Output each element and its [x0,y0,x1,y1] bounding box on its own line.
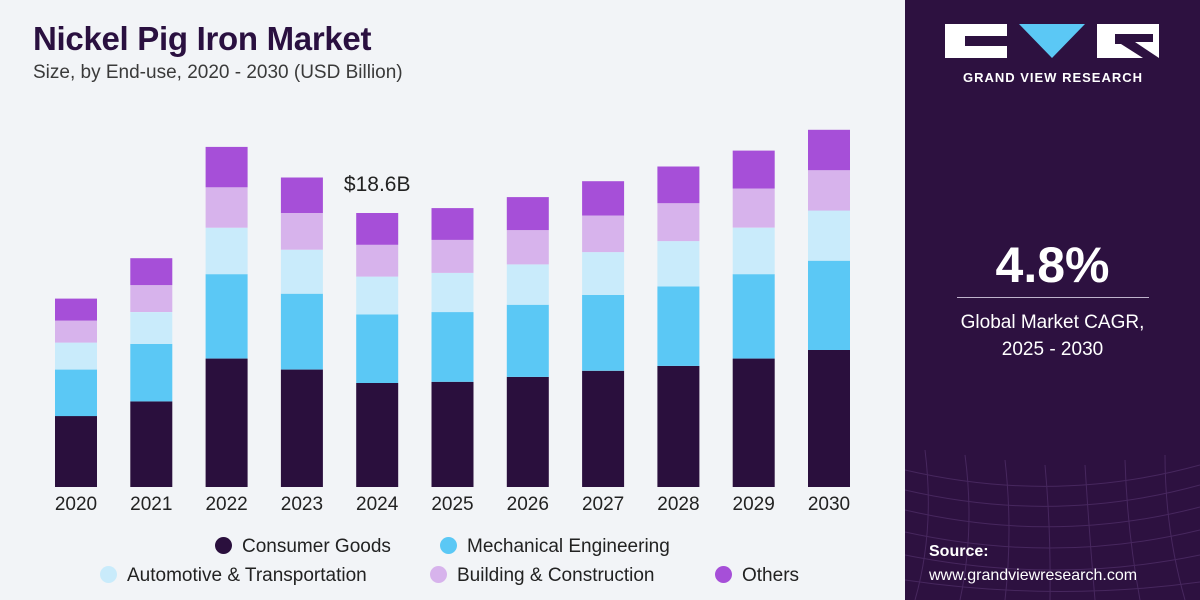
stacked-bar-chart: 2020 2021 2022 2023 2024 2025 2026 2027 2028 2029… [55,129,850,515]
bar-segment-2029-automotive-transportation [732,227,775,275]
source-label: Source: [929,543,989,560]
x-tick-label: 2023 [281,494,323,515]
bar-segment-2024-building-construction [356,244,399,277]
grid-pattern-decoration [905,449,1200,600]
bar-segment-2020-automotive-transportation [55,342,97,370]
brand-name: GRAND VIEW RESEARCH [962,70,1144,85]
x-tick-label: 2021 [130,494,172,515]
bar-segment-2026-others [506,197,549,231]
cagr-value: 4.8% [995,237,1110,293]
bar-segment-2025-building-construction [431,239,474,273]
bar-segment-2028-automotive-transportation [657,241,700,287]
bar-segment-2029-others [732,150,775,189]
bar-segment-2026-consumer-goods [506,376,549,487]
bar-segment-2023-automotive-transportation [280,249,323,294]
chart-subtitle: Size, by End-use, 2020 - 2030 (USD Billi… [33,62,403,83]
bar-segment-2026-automotive-transportation [506,264,549,305]
x-tick-label: 2024 [356,494,399,515]
bar-segment-2027-automotive-transportation [582,252,625,295]
legend-item-others: Others [715,565,799,587]
bar-segment-2025-mechanical-engineering [431,312,474,382]
legend-label: Building & Construction [457,565,655,586]
bar-segment-2027-building-construction [582,215,625,253]
bar-segment-2023-others [280,177,323,213]
bar-segment-2021-automotive-transportation [130,312,173,344]
bar-segment-2021-others [130,258,173,286]
bar-segment-2022-automotive-transportation [205,227,248,275]
cagr-label: Global Market CAGR, 2025 - 2030 [905,309,1200,363]
x-tick-label: 2026 [507,494,549,515]
bar-segment-2025-others [431,208,474,240]
bar-segment-2029-mechanical-engineering [732,274,775,359]
bar-segment-2021-mechanical-engineering [130,343,173,402]
bar-segment-2030-building-construction [808,170,850,211]
bar-segment-2024-consumer-goods [356,383,399,487]
bar-segment-2022-mechanical-engineering [205,274,248,359]
bar-segment-2020-building-construction [55,320,97,343]
legend-label: Mechanical Engineering [467,536,670,557]
source-link[interactable]: www.grandviewresearch.com [929,567,1138,584]
x-tick-label: 2030 [808,494,850,515]
bar-segment-2020-consumer-goods [55,416,97,487]
bar-segment-2026-building-construction [506,230,549,265]
bar-segment-2023-mechanical-engineering [280,293,323,370]
bar-segment-2029-building-construction [732,188,775,228]
bar-segment-2030-consumer-goods [808,350,850,487]
bar-segment-2030-others [808,129,850,171]
legend-dot-icon [100,566,117,583]
info-sidebar: GRAND VIEW RESEARCH 4.8% Global Market C… [905,0,1200,600]
bar-segment-2027-others [582,181,625,216]
bar-segment-2027-consumer-goods [582,370,625,487]
bar-segment-2022-others [205,146,248,188]
legend-dot-icon [440,537,457,554]
bar-segment-2028-building-construction [657,203,700,242]
x-tick-label: 2025 [431,494,473,515]
x-tick-label: 2028 [657,494,699,515]
bar-segment-2028-mechanical-engineering [657,286,700,366]
cagr-label-line1: Global Market CAGR, [960,312,1145,333]
x-tick-label: 2027 [582,494,624,515]
bar-segment-2021-building-construction [130,285,173,312]
bar-segment-2022-building-construction [205,187,248,228]
bar-segment-2024-others [356,213,399,245]
bar-segment-2020-mechanical-engineering [55,369,97,417]
cagr-label-line2: 2025 - 2030 [1001,339,1104,360]
bar-segment-2028-consumer-goods [657,365,700,487]
bar-segment-2029-consumer-goods [732,358,775,487]
bar-segment-2023-consumer-goods [280,369,323,487]
x-tick-label: 2029 [733,494,775,515]
bar-segment-2024-mechanical-engineering [356,314,399,383]
chart-title: Nickel Pig Iron Market [33,20,372,57]
legend-label: Others [742,565,800,586]
bar-segment-2028-others [657,166,700,204]
legend-item-building-construction: Building & Construction [430,565,655,587]
bar-segment-2024-automotive-transportation [356,276,399,315]
bar-segment-2030-automotive-transportation [808,210,850,261]
divider [957,297,1149,298]
legend-label: Automotive & Transportation [127,565,367,586]
legend-label: Consumer Goods [242,536,391,557]
grand-view-research-logo [945,24,1159,58]
legend-dot-icon [215,537,232,554]
data-label-annotation: $18.6B [344,173,411,196]
bar-segment-2022-consumer-goods [205,358,248,487]
legend-item-mechanical-engineering: Mechanical Engineering [440,536,670,558]
legend-dot-icon [430,566,447,583]
bar-segment-2027-mechanical-engineering [582,294,625,371]
legend-item-automotive-transportation: Automotive & Transportation [100,565,367,587]
bar-segment-2023-building-construction [280,213,323,250]
bar-segment-2021-consumer-goods [130,401,173,487]
bar-segment-2025-automotive-transportation [431,272,474,312]
bar-segment-2025-consumer-goods [431,381,474,487]
chart-panel: Nickel Pig Iron Market Size, by End-use,… [33,20,851,587]
bar-segment-2030-mechanical-engineering [808,260,850,350]
bar-segment-2020-others [55,298,97,321]
legend-dot-icon [715,566,732,583]
bar-segment-2026-mechanical-engineering [506,304,549,377]
x-tick-label: 2022 [205,494,247,515]
x-tick-label: 2020 [55,494,97,515]
legend-item-consumer-goods: Consumer Goods [215,536,391,558]
